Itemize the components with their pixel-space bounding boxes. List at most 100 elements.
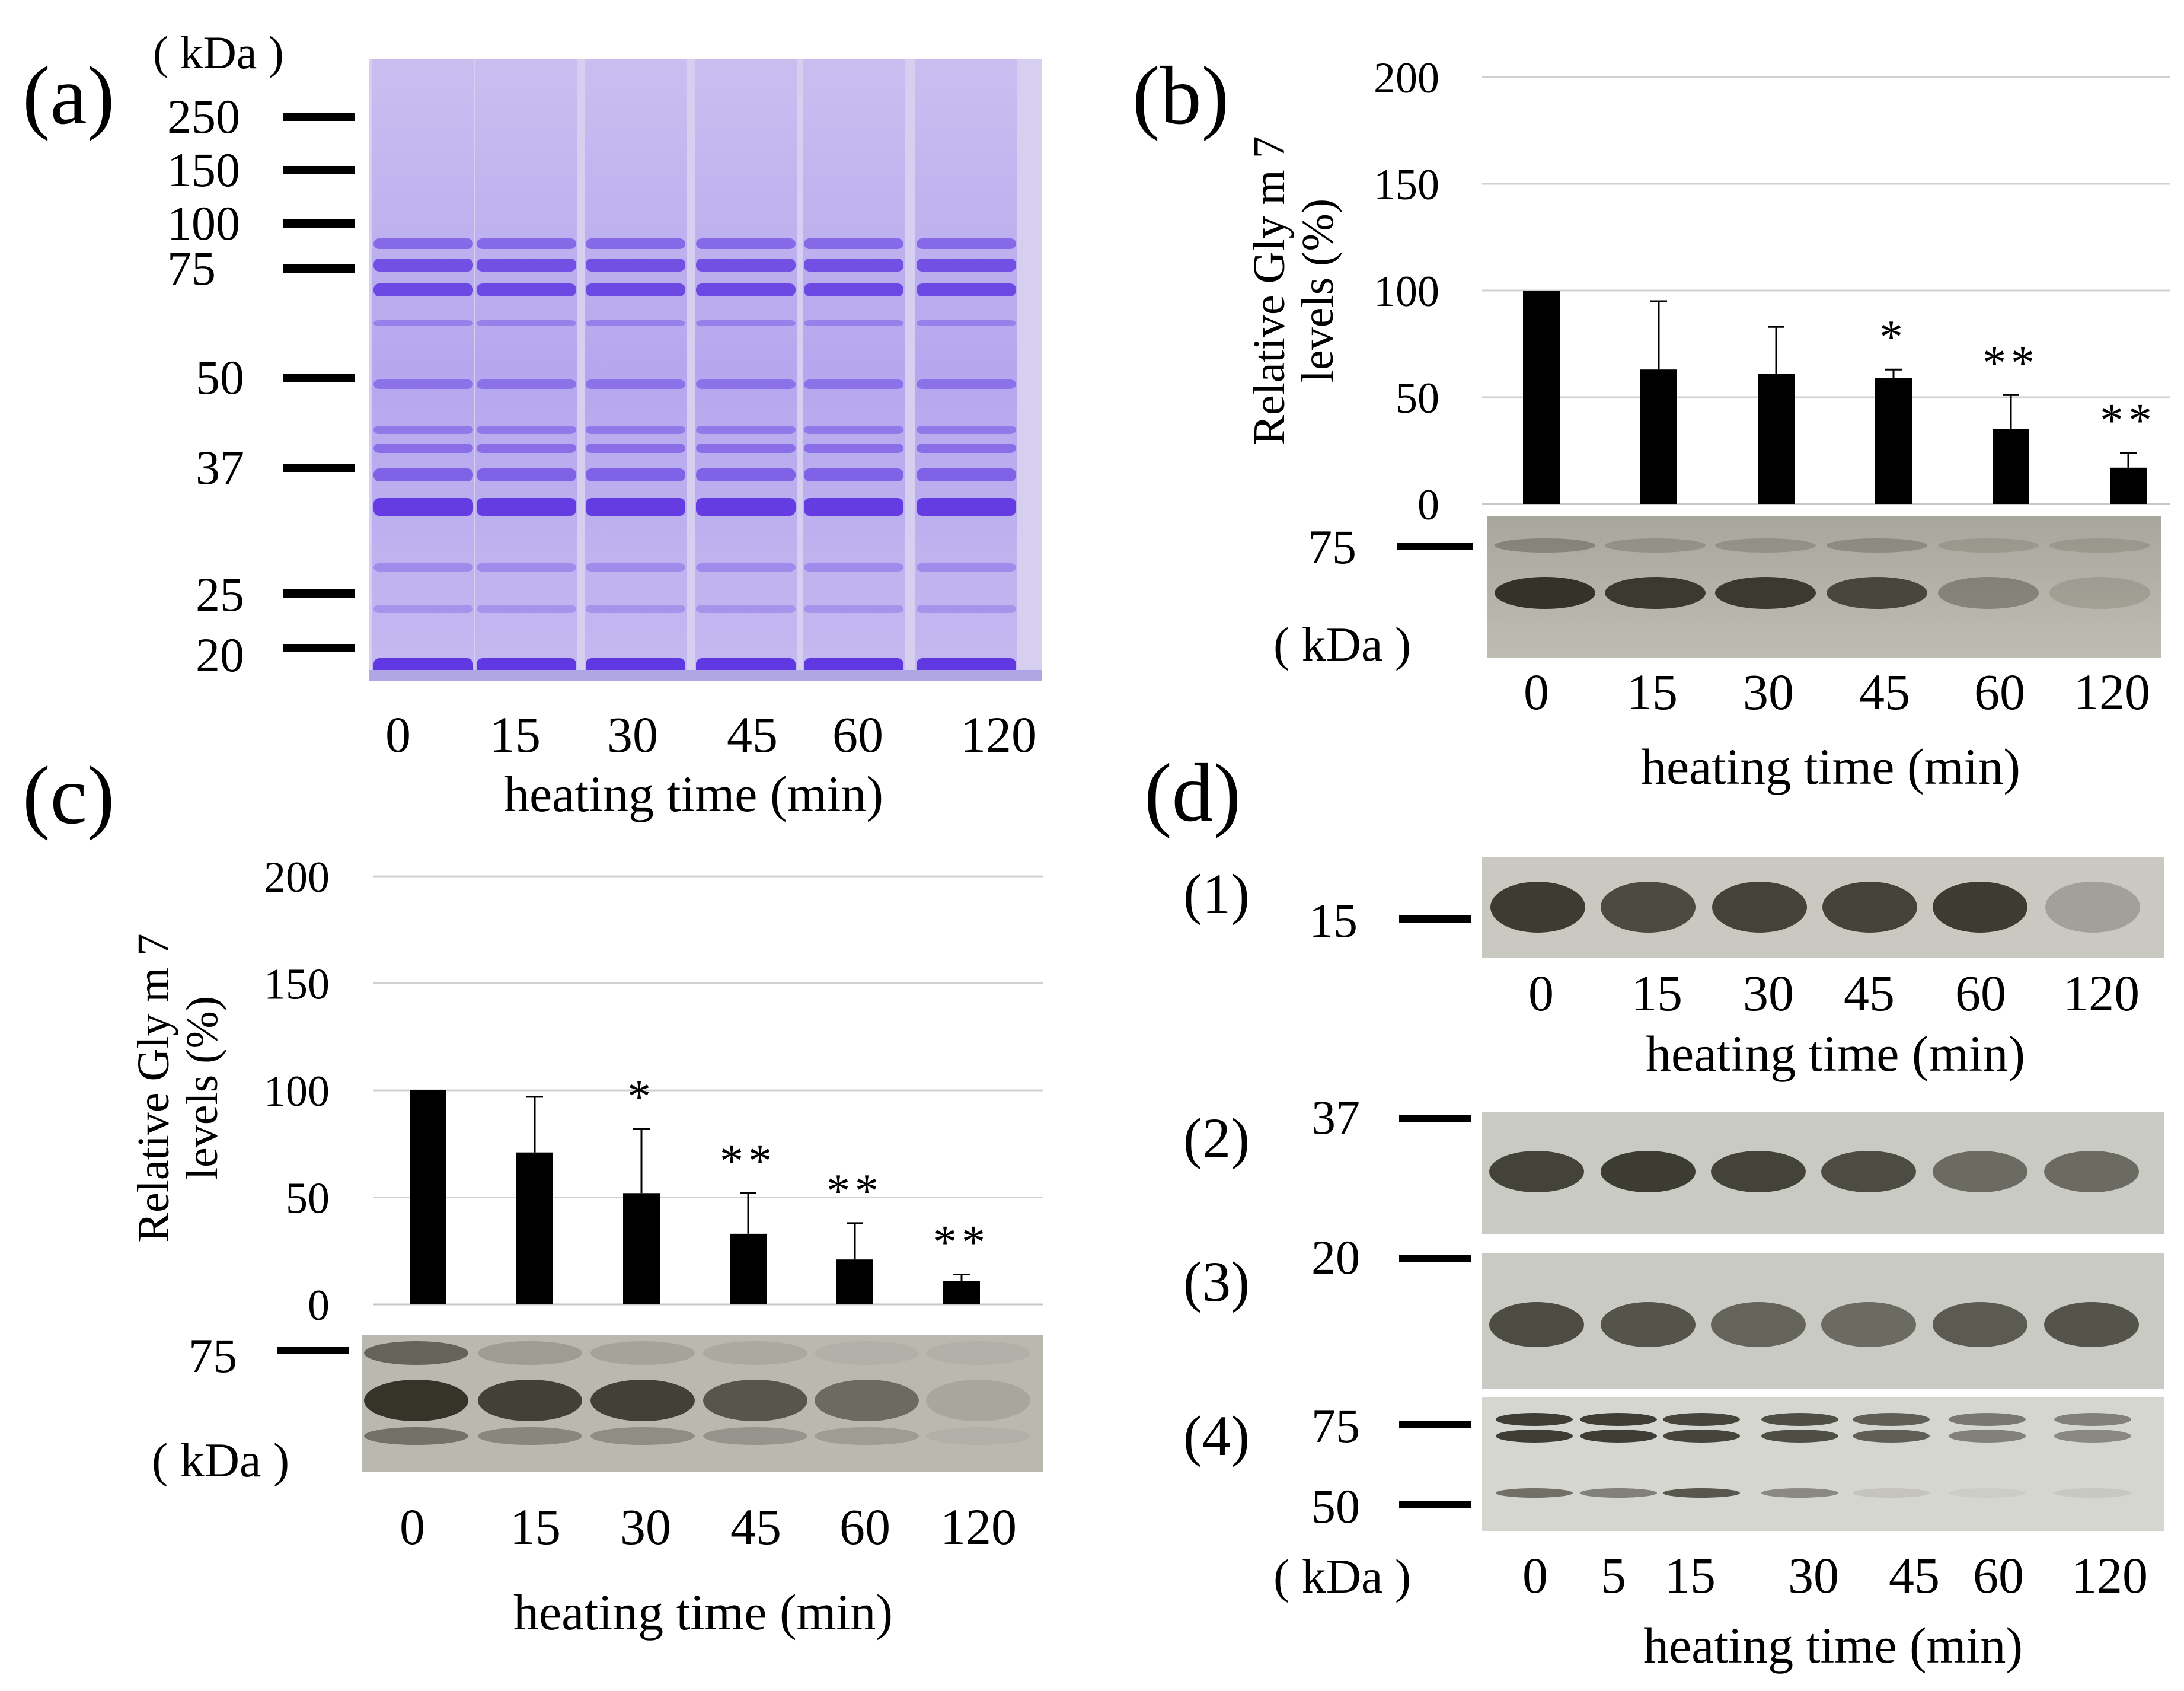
panel-d4-xlabel: heating time (min) (1643, 1617, 2023, 1674)
panel-d2-label: (2) (1183, 1106, 1250, 1170)
panel-b-marker-75-tick (1397, 543, 1473, 550)
chartC-significance-mark: ** (933, 1216, 990, 1268)
panel-d4-lane-60: 60 (1973, 1547, 2024, 1604)
panel-d2-marker-37: 37 (1311, 1090, 1360, 1144)
panel-b-label: (b) (1132, 50, 1230, 142)
marker-tick-37 (283, 464, 355, 472)
chartB-bar-45 (1875, 378, 1912, 504)
panel-d1-label: (1) (1183, 862, 1250, 926)
panel-b-blot-image (1487, 516, 2161, 658)
marker-tick-150 (283, 166, 355, 174)
panel-d1-lane-30: 30 (1743, 965, 1794, 1022)
chartB-ytick-label: 150 (1374, 161, 1439, 209)
chartB-ytick-label: 50 (1396, 374, 1439, 423)
panel-d1-xlabel: heating time (min) (1646, 1025, 2026, 1082)
panel-d3-label: (3) (1183, 1250, 1250, 1313)
panel-c-blot-image (362, 1335, 1043, 1472)
chartB-ytick-label: 200 (1374, 54, 1439, 103)
marker-label-50: 50 (196, 350, 244, 404)
marker-label-37: 37 (196, 441, 244, 494)
panel-d3-marker-20: 20 (1311, 1230, 1360, 1284)
panel-a-lane-30: 30 (607, 706, 658, 763)
panel-a-lane-120: 120 (960, 706, 1037, 763)
panel-a-lane-60: 60 (832, 706, 883, 763)
marker-tick-75 (283, 264, 355, 273)
panel-b-lane-0: 0 (1524, 663, 1549, 720)
panel-a-lane-15: 15 (490, 706, 541, 763)
panel-d4-lane-5: 5 (1601, 1547, 1626, 1604)
chartC-ytick-label: 200 (264, 853, 330, 902)
chartC-bar-0 (410, 1090, 446, 1304)
marker-tick-100 (283, 219, 355, 228)
chartC-bar-60 (836, 1259, 873, 1304)
panel-c-marker-75: 75 (189, 1329, 237, 1383)
chartC-bar-120 (943, 1281, 980, 1304)
panel-d4-marker-50-tick (1399, 1501, 1471, 1508)
chartC-ytick-label: 150 (264, 961, 330, 1009)
panel-b-marker-75: 75 (1308, 520, 1356, 574)
marker-label-250: 250 (167, 90, 240, 143)
panel-d4-blot-image (1482, 1397, 2164, 1531)
chartB-bar-60 (1993, 429, 2029, 504)
panel-d1-marker-15: 15 (1309, 894, 1358, 947)
marker-label-100: 100 (167, 196, 240, 250)
panel-d2-blot-image (1482, 1112, 2164, 1234)
chartC-bar-45 (730, 1233, 767, 1304)
panel-b-lane-30: 30 (1743, 663, 1794, 720)
panel-b-unit: ( kDa ) (1273, 617, 1412, 671)
svg-text:Relative Gly m 7: Relative Gly m 7 (129, 933, 178, 1242)
panel-d2-marker-tick (1399, 1115, 1471, 1122)
panel-d1-lane-15: 15 (1631, 965, 1682, 1022)
chartB-bar-120 (2110, 467, 2147, 504)
chartC-ytick-label: 50 (286, 1175, 330, 1223)
panel-d4-label: (4) (1183, 1404, 1250, 1467)
svg-text:Relative Gly m 7: Relative Gly m 7 (1244, 136, 1294, 445)
chartB-bar-30 (1758, 374, 1795, 504)
marker-tick-50 (283, 374, 355, 382)
panel-d4-marker-75-tick (1399, 1421, 1471, 1428)
panel-d4-lane-30: 30 (1788, 1547, 1839, 1604)
chartC-bar-30 (623, 1193, 660, 1304)
chartC-significance-mark: ** (826, 1165, 883, 1217)
panel-d1-lane-45: 45 (1844, 965, 1895, 1022)
panel-b-lane-60: 60 (1974, 663, 2025, 720)
chartB-significance-mark: * (1879, 311, 1908, 363)
panel-d3-marker-tick (1399, 1255, 1471, 1262)
marker-tick-20 (283, 644, 355, 652)
panel-d1-blot-image (1482, 857, 2164, 958)
chartC-significance-mark: ** (720, 1135, 777, 1187)
panel-b-lane-120: 120 (2074, 663, 2150, 720)
chartC-ytick-label: 100 (264, 1067, 330, 1116)
panel-c-label: (c) (23, 749, 115, 841)
chartB-ytick-label: 100 (1374, 267, 1439, 316)
chartB-ytick-label: 0 (1417, 481, 1439, 529)
panel-b-lane-45: 45 (1859, 663, 1910, 720)
panel-b-lane-15: 15 (1627, 663, 1678, 720)
panel-d1-marker-tick (1399, 915, 1471, 923)
chartC-significance-mark: * (627, 1071, 656, 1123)
panel-d4-lane-15: 15 (1665, 1547, 1716, 1604)
panel-c-lane-15: 15 (510, 1498, 561, 1555)
marker-tick-250 (283, 113, 355, 121)
svg-text:levels (%): levels (%) (1293, 199, 1343, 382)
panel-d4-unit: ( kDa ) (1273, 1549, 1412, 1603)
chartC-ytick-label: 0 (308, 1281, 330, 1330)
panel-d4-lane-120: 120 (2071, 1547, 2148, 1604)
panel-c-lane-0: 0 (400, 1498, 425, 1555)
panel-c-lane-30: 30 (620, 1498, 671, 1555)
panel-a-lane-45: 45 (727, 706, 778, 763)
panel-d4-lane-0: 0 (1522, 1547, 1548, 1604)
chartC-bar-15 (516, 1152, 553, 1304)
panel-d4-marker-50: 50 (1311, 1479, 1360, 1533)
panel-c-lane-45: 45 (730, 1498, 781, 1555)
panel-d4-marker-75: 75 (1311, 1399, 1360, 1453)
panel-a-xlabel: heating time (min) (504, 765, 884, 822)
marker-label-20: 20 (196, 628, 244, 682)
chartB-significance-mark: ** (1982, 337, 2039, 389)
marker-tick-25 (283, 589, 355, 598)
svg-text:levels (%): levels (%) (177, 996, 227, 1180)
